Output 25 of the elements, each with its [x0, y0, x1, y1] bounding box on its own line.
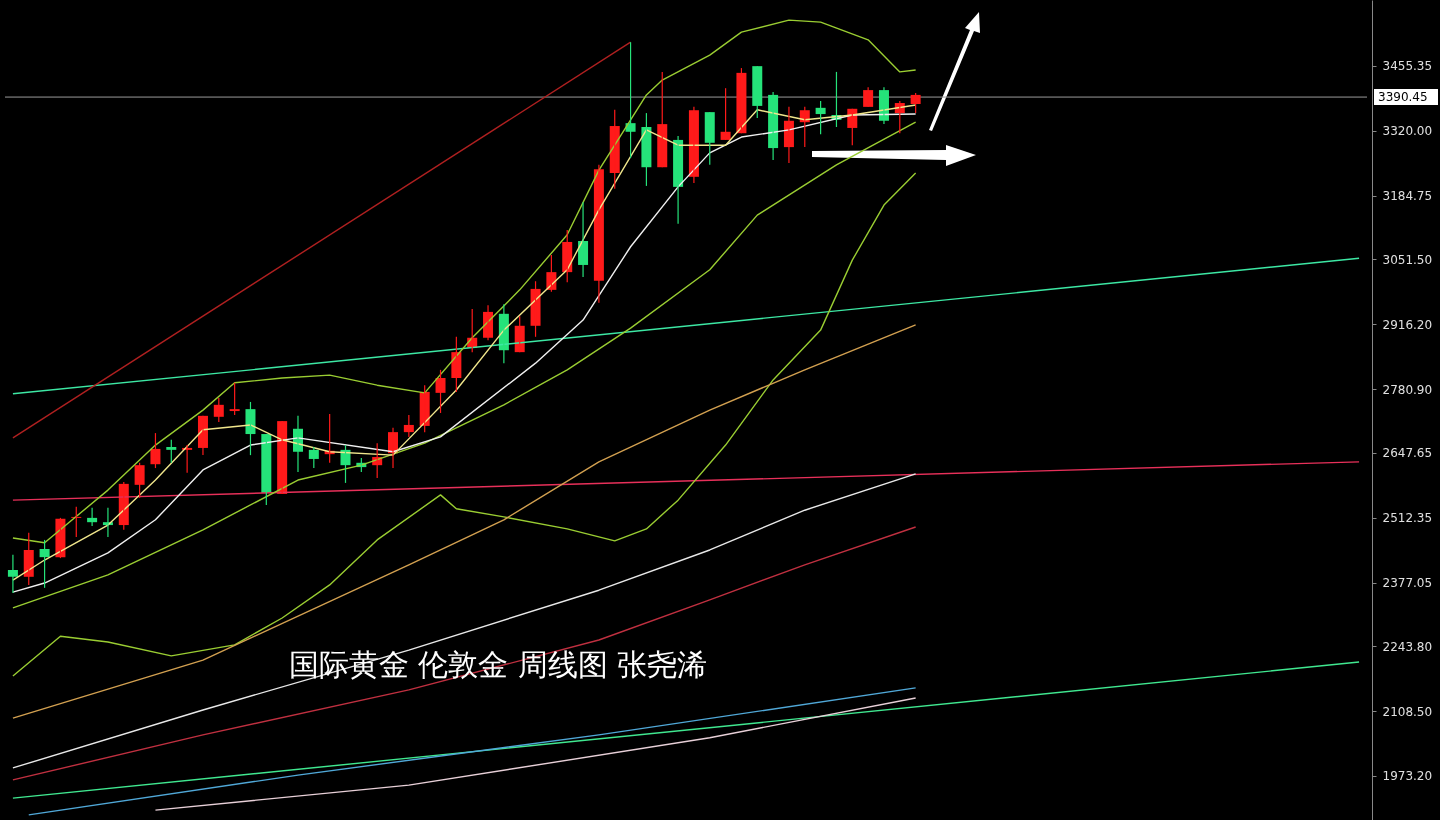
line-series [12, 526, 917, 781]
y-tick-label: 3184.75 [1382, 189, 1433, 204]
line-series [28, 687, 917, 816]
y-tick-label: 2512.35 [1382, 511, 1433, 526]
candlestick [704, 111, 715, 166]
line-series [154, 697, 917, 811]
candlestick [134, 462, 145, 499]
y-tick-label: 2377.05 [1382, 576, 1433, 591]
candlestick [213, 397, 224, 423]
y-tick-label: 3320.00 [1382, 124, 1433, 139]
ref-line-label: 3390.45 [1378, 90, 1428, 105]
candlestick [752, 65, 763, 119]
candlestick [229, 382, 240, 416]
y-tick-label: 2243.80 [1382, 639, 1433, 654]
line-series [12, 324, 917, 719]
y-tick-label: 3455.35 [1382, 59, 1433, 74]
y-tick-label: 2108.50 [1382, 704, 1433, 719]
line-series [12, 19, 917, 544]
y-tick-label: 2916.20 [1382, 317, 1433, 332]
y-tick-label: 2780.90 [1382, 382, 1433, 397]
y-tick-label: 1973.20 [1382, 769, 1433, 784]
y-tick-label: 3051.50 [1382, 252, 1433, 267]
candlestick [166, 439, 177, 464]
y-tick-label: 2647.65 [1382, 446, 1433, 461]
line-series [12, 473, 917, 769]
